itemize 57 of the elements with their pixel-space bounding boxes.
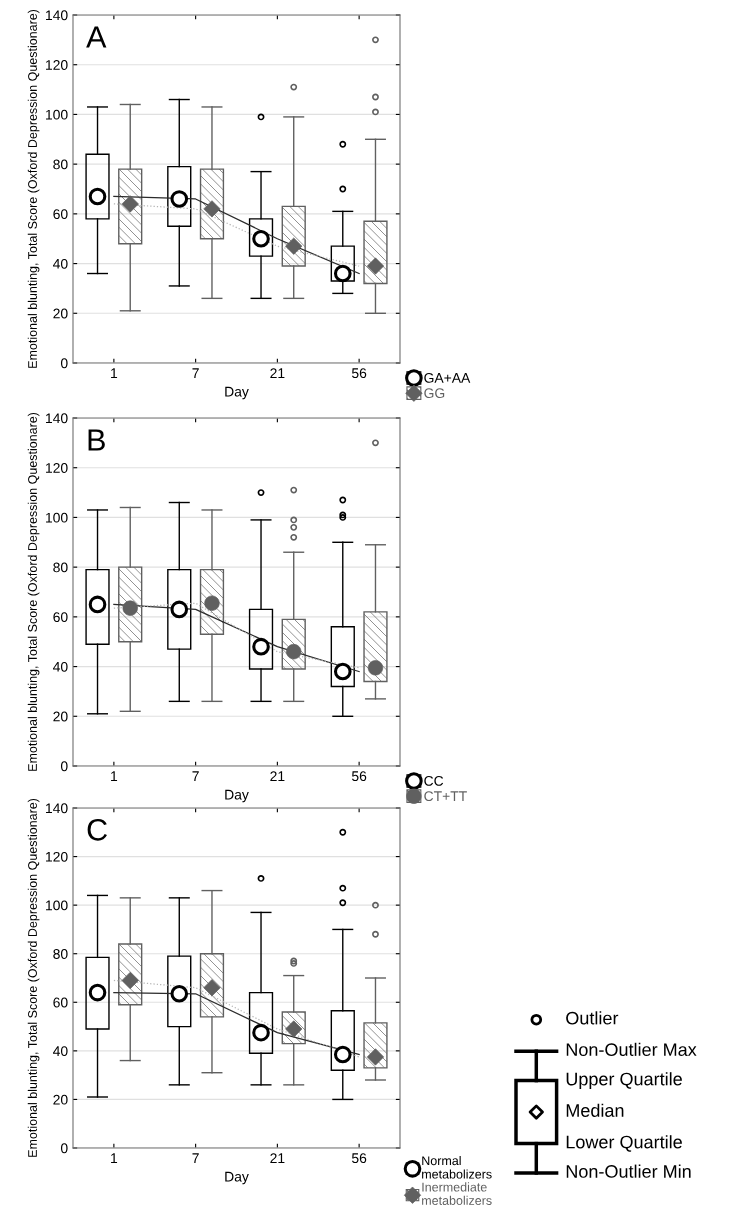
y-tick-label: 140 — [46, 10, 68, 21]
y-tick-label: 140 — [46, 413, 68, 424]
y-tick-label: 140 — [46, 803, 68, 814]
y-axis-title: Emotional blunting, Total Score (Oxford Depression Questionare) — [27, 9, 40, 368]
y-tick-label: 80 — [53, 159, 68, 170]
x-tick-label: 1 — [111, 1153, 118, 1163]
x-tick-label: 1 — [111, 368, 118, 378]
y-tick-label: 40 — [53, 1046, 68, 1057]
y-tick-label: 60 — [53, 997, 68, 1008]
text: Upper Quartile — [566, 1072, 682, 1090]
y-axis-title: Emotional blunting, Total Score (Oxford Depression Questionare) — [27, 412, 40, 771]
text: Non-Outlier Min — [566, 1164, 691, 1178]
legend-label: Normal metabolizers — [422, 1155, 492, 1179]
x-axis-title: Day — [225, 386, 249, 400]
text: Inermediate metabolizers — [422, 1182, 492, 1205]
y-tick-label: 80 — [53, 949, 68, 959]
text: Lower Quartile — [566, 1135, 682, 1152]
x-axis-title: Day — [225, 1171, 249, 1185]
text: CT+TT — [424, 791, 467, 802]
annotation: C — [87, 819, 107, 841]
y-tick-label: 40 — [53, 661, 68, 672]
x-tick-label: 56 — [351, 368, 367, 379]
y-tick-label: 100 — [46, 512, 68, 523]
x-tick-label: 21 — [270, 368, 285, 378]
text: Outlier — [566, 1011, 619, 1025]
x-tick-label: 7 — [192, 771, 199, 781]
y-tick-label: 20 — [53, 308, 68, 319]
y-tick-label: 120 — [46, 851, 68, 862]
y-axis-title: Emotional blunting, Total Score (Oxford Depression Questionare) — [27, 798, 40, 1157]
y-tick-label: 80 — [53, 562, 68, 573]
y-tick-label: 120 — [46, 60, 68, 70]
text: Median — [566, 1103, 624, 1117]
x-tick-label: 21 — [270, 771, 285, 781]
y-tick-label: 120 — [46, 463, 68, 473]
y-tick-label: 0 — [60, 358, 68, 369]
y-tick-label: 60 — [53, 612, 68, 623]
annotation: A — [86, 26, 107, 48]
y-tick-label: 0 — [60, 761, 68, 772]
x-tick-label: 56 — [351, 771, 367, 782]
y-tick-label: 0 — [60, 1143, 68, 1154]
y-tick-label: 20 — [53, 1094, 68, 1105]
y-tick-label: 60 — [53, 209, 68, 220]
y-tick-label: 20 — [53, 711, 68, 722]
legend-label: GA+AA — [424, 372, 471, 383]
x-tick-label: 56 — [351, 1153, 367, 1164]
annotation: B — [88, 429, 105, 451]
x-tick-label: 7 — [192, 368, 199, 378]
x-tick-label: 1 — [111, 771, 118, 781]
y-tick-label: 100 — [46, 900, 68, 911]
x-axis-title: Day — [225, 789, 249, 803]
legend-label: CC — [424, 775, 444, 786]
text: GG — [424, 388, 445, 399]
y-tick-label: 100 — [46, 109, 68, 120]
x-tick-label: 21 — [270, 1153, 285, 1163]
text: Non-Outlier Max — [566, 1042, 697, 1057]
y-tick-label: 40 — [53, 258, 68, 269]
x-tick-label: 7 — [192, 1153, 199, 1163]
